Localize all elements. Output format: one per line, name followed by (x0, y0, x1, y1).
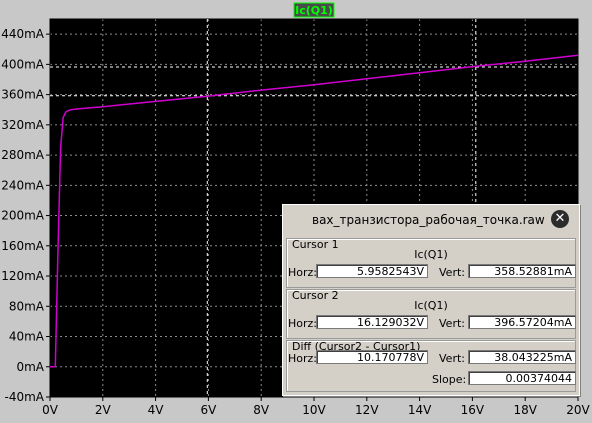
cursor2-horz-field[interactable]: 16.129032V (316, 315, 428, 329)
x-tick-label: 16V (461, 403, 485, 417)
cursor-dialog[interactable]: вах_транзистора_рабочая_точка.raw ✕ Curs… (282, 204, 580, 396)
cursor2-horz-label: Horz: (288, 317, 317, 330)
cursor1-vert-field[interactable]: 358.52881mA (468, 264, 576, 278)
cursor1-group: Cursor 1 Ic(Q1) Horz: 5.9582543V Vert: 3… (286, 238, 576, 288)
x-axis-ticks: 0V 2V 4V 6V 8V 10V 12V 14V 16V 18V 20V (42, 397, 590, 417)
y-tick-label: 160mA (1, 239, 45, 253)
x-tick-label: 4V (148, 403, 165, 417)
x-tick-label: 0V (42, 403, 59, 417)
y-tick-label: 240mA (1, 178, 45, 192)
close-icon[interactable]: ✕ (551, 210, 569, 228)
diff-slope-field[interactable]: 0.00374044 (468, 371, 576, 385)
cursor1-vert-label: Vert: (439, 266, 465, 279)
diff-horz-field[interactable]: 10.170778V (316, 350, 428, 364)
x-tick-label: 12V (355, 403, 379, 417)
diff-vert-field[interactable]: 38.043225mA (468, 350, 576, 364)
cursor1-horz-label: Horz: (288, 266, 317, 279)
dialog-title: вах_транзистора_рабочая_точка.raw (312, 213, 545, 227)
x-tick-label: 10V (302, 403, 326, 417)
cursor2-group: Cursor 2 Ic(Q1) Horz: 16.129032V Vert: 3… (286, 289, 576, 339)
x-tick-label: 14V (408, 403, 432, 417)
y-tick-label: 320mA (1, 118, 45, 132)
y-tick-label: 400mA (1, 57, 45, 71)
diff-slope-label: Slope: (432, 373, 466, 386)
y-tick-label: 80mA (9, 299, 45, 313)
y-tick-label: 360mA (1, 88, 45, 102)
x-tick-label: 6V (200, 403, 217, 417)
y-tick-label: 440mA (1, 27, 45, 41)
trace-label-group[interactable]: Ic(Q1) (294, 3, 334, 17)
x-tick-label: 20V (566, 403, 590, 417)
trace-label[interactable]: Ic(Q1) (295, 4, 333, 17)
y-tick-label: -40mA (5, 390, 45, 404)
dialog-titlebar[interactable]: вах_транзистора_рабочая_точка.raw ✕ (283, 205, 579, 234)
y-tick-label: 200mA (1, 209, 45, 223)
diff-horz-label: Horz: (288, 352, 317, 365)
diff-group: Diff (Cursor2 - Cursor1) Horz: 10.170778… (286, 340, 576, 392)
cursor2-trace: Ic(Q1) (287, 299, 575, 312)
diff-vert-label: Vert: (439, 352, 465, 365)
cursor2-vert-field[interactable]: 396.57204mA (468, 315, 576, 329)
x-tick-label: 8V (253, 403, 270, 417)
cursor1-trace: Ic(Q1) (287, 248, 575, 261)
y-axis-ticks: -40mA 0mA 40mA 80mA 120mA 160mA 200mA 240mA 280m… (1, 27, 50, 404)
y-tick-label: 0mA (16, 360, 44, 374)
x-tick-label: 18V (513, 403, 537, 417)
cursor1-horz-field[interactable]: 5.9582543V (316, 264, 428, 278)
y-tick-label: 280mA (1, 148, 45, 162)
x-tick-label: 2V (95, 403, 112, 417)
y-tick-label: 40mA (9, 330, 45, 344)
y-tick-label: 120mA (1, 269, 45, 283)
cursor2-vert-label: Vert: (439, 317, 465, 330)
